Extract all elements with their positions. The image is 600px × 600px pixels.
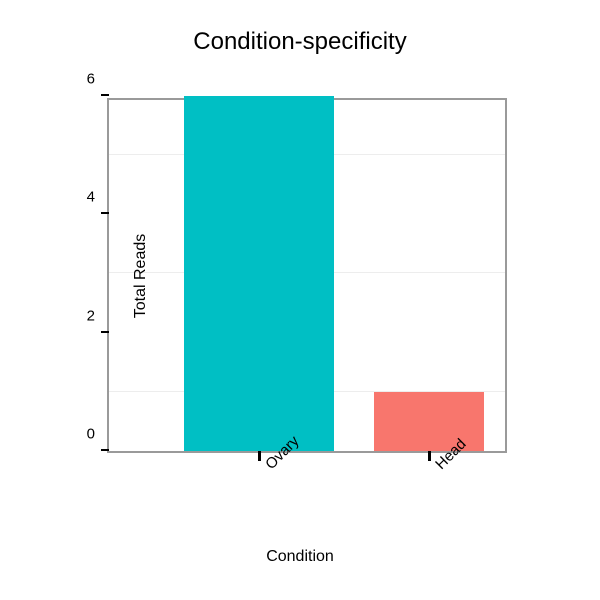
y-tick-label-3: 6	[87, 71, 95, 88]
y-tick-mark-6	[101, 94, 109, 97]
y-tick-mark-4	[101, 212, 109, 215]
y-tick-mark-0	[101, 449, 109, 452]
y-tick-label-1: 2	[87, 308, 95, 325]
y-axis-ticks: 0 2 4 6	[101, 100, 109, 451]
x-tick-mark-head	[428, 451, 431, 461]
x-tick-mark-ovary	[258, 451, 261, 461]
y-tick-label-0: 0	[87, 426, 95, 443]
bar-chart-root: Condition-specificity 0 2 4 6 Ovary Head…	[0, 0, 600, 600]
y-tick-mark-2	[101, 331, 109, 334]
y-axis-title: Total Reads	[132, 233, 150, 318]
bar-ovary[interactable]	[184, 96, 334, 451]
chart-title: Condition-specificity	[0, 28, 600, 56]
plot-panel: 0 2 4 6 Ovary Head Total Reads	[107, 98, 507, 453]
bar-head[interactable]	[374, 392, 484, 451]
y-tick-label-2: 4	[87, 189, 95, 206]
x-axis-title: Condition	[0, 548, 600, 566]
